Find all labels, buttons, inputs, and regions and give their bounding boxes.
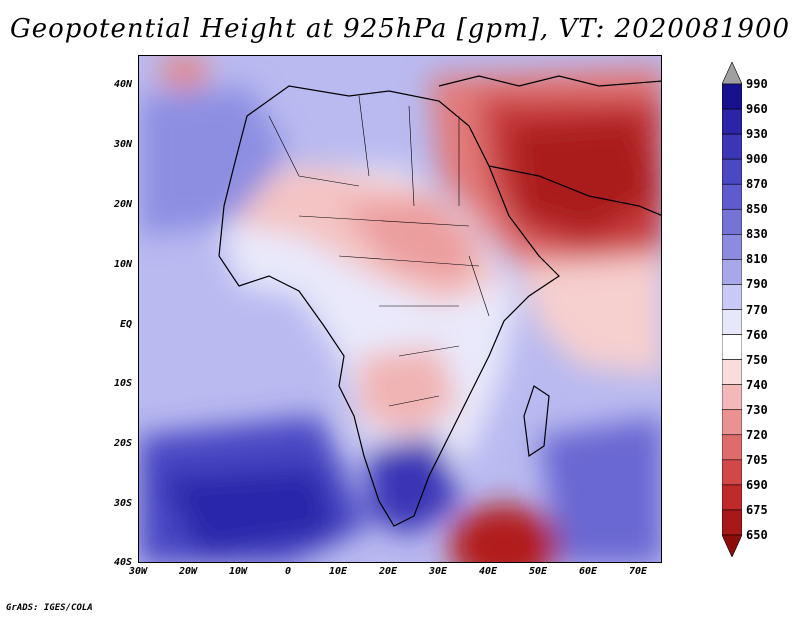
lon-label: 30W	[128, 566, 148, 577]
colorbar-label: 990	[746, 77, 768, 91]
colorbar-swatch	[722, 484, 742, 511]
colorbar-swatch	[722, 83, 742, 110]
colorbar-swatch	[722, 234, 742, 260]
colorbar-swatch	[722, 284, 742, 310]
colorbar-swatch	[722, 133, 742, 160]
colorbar-label: 870	[746, 177, 768, 192]
lon-label: 60E	[578, 566, 598, 577]
colorbar-label: 690	[746, 477, 768, 492]
colorbar-label: 750	[746, 352, 768, 367]
lat-label: 30N	[113, 139, 132, 150]
height-field-map	[139, 56, 661, 562]
colorbar-swatch	[722, 359, 742, 385]
mediterranean-coastline	[438, 75, 661, 87]
coastlines	[218, 75, 661, 527]
map-panel	[138, 55, 662, 563]
colorbar-label: 830	[746, 227, 768, 242]
arabia-coastline	[488, 165, 661, 216]
lon-label: 20E	[378, 566, 398, 577]
lat-label: 20S	[113, 438, 132, 449]
lat-label: 20N	[113, 199, 132, 210]
colorbar-label: 740	[746, 377, 768, 392]
colorbar-swatch	[722, 459, 742, 486]
colorbar-swatch	[722, 208, 742, 235]
colorbar-swatch	[722, 509, 742, 536]
africa-coastline	[218, 85, 560, 527]
lat-label: 40S	[113, 557, 132, 568]
lon-label: 30E	[428, 566, 448, 577]
chart-title: Geopotential Height at 925hPa [gpm], VT:…	[9, 14, 791, 44]
madagascar-coastline	[523, 385, 550, 458]
colorbar-label: 960	[746, 102, 768, 117]
colorbar-bottom-arrow	[722, 534, 742, 557]
colorbar-swatch	[722, 334, 742, 360]
colorbar-swatch	[722, 309, 742, 335]
lon-label: 0	[284, 566, 292, 577]
lon-label: 10E	[328, 566, 348, 577]
colorbar-swatch	[722, 384, 742, 411]
credit-text: GrADS: IGES/COLA	[6, 603, 93, 613]
lon-label: 10W	[228, 566, 248, 577]
country-borders	[268, 95, 490, 407]
lon-label: 50E	[528, 566, 548, 577]
colorbar-label: 720	[746, 427, 768, 442]
colorbar-swatch	[722, 108, 742, 135]
colorbar-swatch	[722, 158, 742, 185]
colorbar-label: 850	[746, 202, 768, 217]
colorbar-label: 760	[746, 327, 768, 342]
colorbar-label: 900	[746, 152, 768, 167]
colorbar-swatch	[722, 434, 742, 461]
colorbar-label: 790	[746, 277, 768, 292]
lat-label: 10S	[113, 378, 132, 389]
colorbar-label: 730	[746, 402, 768, 417]
lon-label: 20W	[178, 566, 198, 577]
lat-label: 30S	[113, 498, 132, 509]
lat-label: EQ	[119, 319, 132, 330]
colorbar-swatch	[722, 183, 742, 210]
colorbar	[722, 62, 742, 557]
height-field-shading	[139, 56, 661, 562]
lon-label: 40E	[478, 566, 498, 577]
colorbar-label: 810	[746, 252, 768, 267]
colorbar-label: 650	[746, 528, 768, 542]
colorbar-label: 705	[746, 452, 768, 467]
colorbar-swatch	[722, 409, 742, 436]
lat-label: 40N	[113, 79, 132, 90]
lon-label: 70E	[628, 566, 648, 577]
colorbar-swatch	[722, 259, 742, 285]
colorbar-label: 930	[746, 127, 768, 142]
lat-label: 10N	[113, 259, 132, 270]
colorbar-label: 770	[746, 302, 768, 317]
colorbar-label: 675	[746, 502, 768, 517]
colorbar-top-arrow	[722, 62, 742, 85]
